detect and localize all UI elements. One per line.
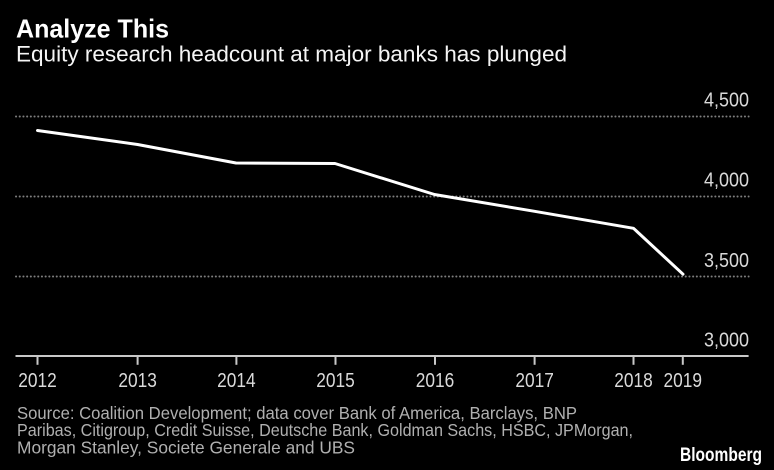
svg-text:4,500: 4,500 [704,90,749,112]
svg-text:2014: 2014 [217,370,256,392]
svg-text:2012: 2012 [18,370,57,392]
svg-text:Paribas, Citigroup, Credit Sui: Paribas, Citigroup, Credit Suisse, Deuts… [17,420,633,440]
svg-text:2018: 2018 [614,370,653,392]
svg-text:2015: 2015 [316,370,355,392]
svg-text:2013: 2013 [118,370,157,392]
svg-text:3,500: 3,500 [704,250,749,272]
svg-text:Morgan Stanley, Societe Genera: Morgan Stanley, Societe Generale and UBS [17,437,355,457]
svg-text:Equity research headcount at m: Equity research headcount at major banks… [16,42,567,67]
svg-text:Analyze This: Analyze This [16,13,169,43]
svg-text:2019: 2019 [664,370,703,392]
svg-text:Bloomberg: Bloomberg [680,445,762,466]
svg-text:4,000: 4,000 [704,170,749,192]
svg-text:2017: 2017 [515,370,554,392]
svg-text:2016: 2016 [416,370,455,392]
svg-text:Source: Coalition Development;: Source: Coalition Development; data cove… [17,403,577,423]
svg-text:3,000: 3,000 [704,330,749,352]
